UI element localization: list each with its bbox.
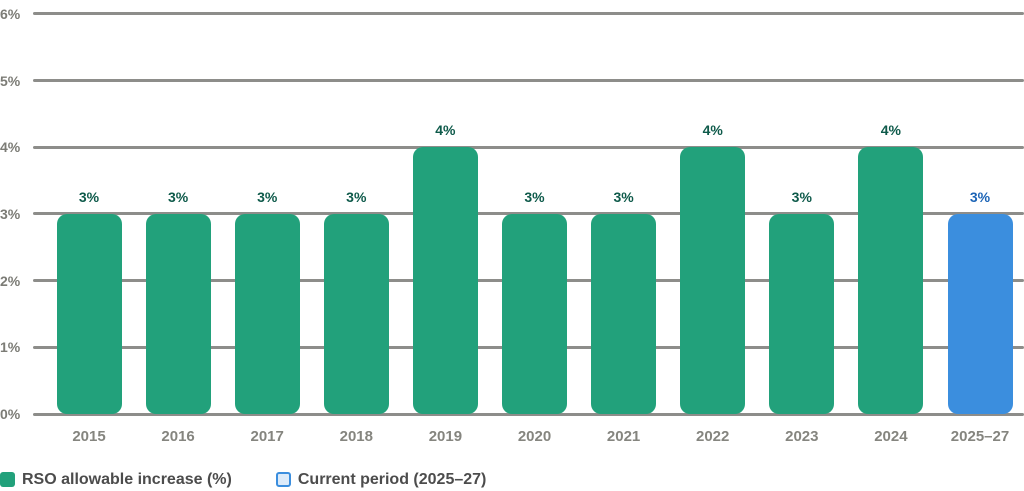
y-tick-label: 6% — [0, 5, 21, 22]
bar-value-label: 3% — [167, 188, 189, 205]
bar-2021 — [591, 213, 657, 414]
x-tick-label: 2016 — [161, 428, 195, 445]
bar-value-label: 4% — [435, 122, 456, 139]
y-tick-label: 4% — [0, 139, 21, 156]
bar-2018 — [323, 213, 389, 414]
gridline-0% — [33, 412, 1024, 416]
x-tick-label: 2019 — [428, 428, 463, 445]
bar-value-label: 3% — [524, 188, 545, 205]
bar-value-label: 3% — [78, 188, 100, 205]
bar-2020 — [502, 213, 567, 414]
bar-value-label: 3% — [346, 188, 367, 205]
x-tick-label: 2023 — [785, 428, 819, 445]
legend: RSO allowable increase (%) Current period… — [0, 468, 486, 491]
x-tick-label: 2020 — [517, 428, 552, 445]
gridline-4% — [33, 145, 1024, 149]
bar-value-label: 3% — [791, 188, 812, 205]
bar-2022 — [680, 147, 746, 414]
bar-2025–27 — [947, 213, 1013, 414]
y-tick-label: 3% — [0, 205, 21, 222]
x-tick-label: 2021 — [606, 428, 641, 445]
bar-2019 — [412, 147, 478, 414]
legend-label: RSO allowable increase (%) — [22, 470, 232, 488]
bar-value-label: 3% — [969, 188, 991, 205]
bar-2015 — [56, 213, 122, 414]
legend-item: Current period (2025–27) — [275, 470, 487, 489]
legend-swatch-filled-icon — [0, 472, 15, 487]
x-tick-label: 2025–27 — [950, 428, 1010, 445]
x-tick-label: 2015 — [72, 428, 106, 445]
bar-2024 — [858, 147, 924, 414]
x-tick-label: 2024 — [874, 428, 908, 445]
x-tick-label: 2022 — [696, 428, 730, 445]
y-tick-label: 1% — [0, 339, 21, 356]
gridline-6% — [33, 12, 1024, 16]
bar-2016 — [145, 213, 211, 414]
legend-swatch-outlined-icon — [275, 472, 291, 487]
bar-2023 — [769, 213, 835, 414]
x-tick-label: 2017 — [250, 428, 284, 445]
legend-item: RSO allowable increase (%) — [0, 471, 232, 489]
bar-value-label: 3% — [257, 188, 278, 205]
x-tick-label: 2018 — [339, 428, 373, 445]
y-tick-label: 5% — [0, 72, 21, 89]
bar-value-label: 4% — [702, 122, 723, 139]
y-tick-label: 0% — [0, 406, 21, 422]
bar-2017 — [234, 213, 300, 414]
y-tick-label: 2% — [0, 272, 21, 289]
gridline-5% — [33, 79, 1024, 83]
legend-label: Current period (2025–27) — [297, 470, 487, 488]
bar-value-label: 4% — [880, 122, 901, 139]
bar-value-label: 3% — [613, 188, 634, 205]
